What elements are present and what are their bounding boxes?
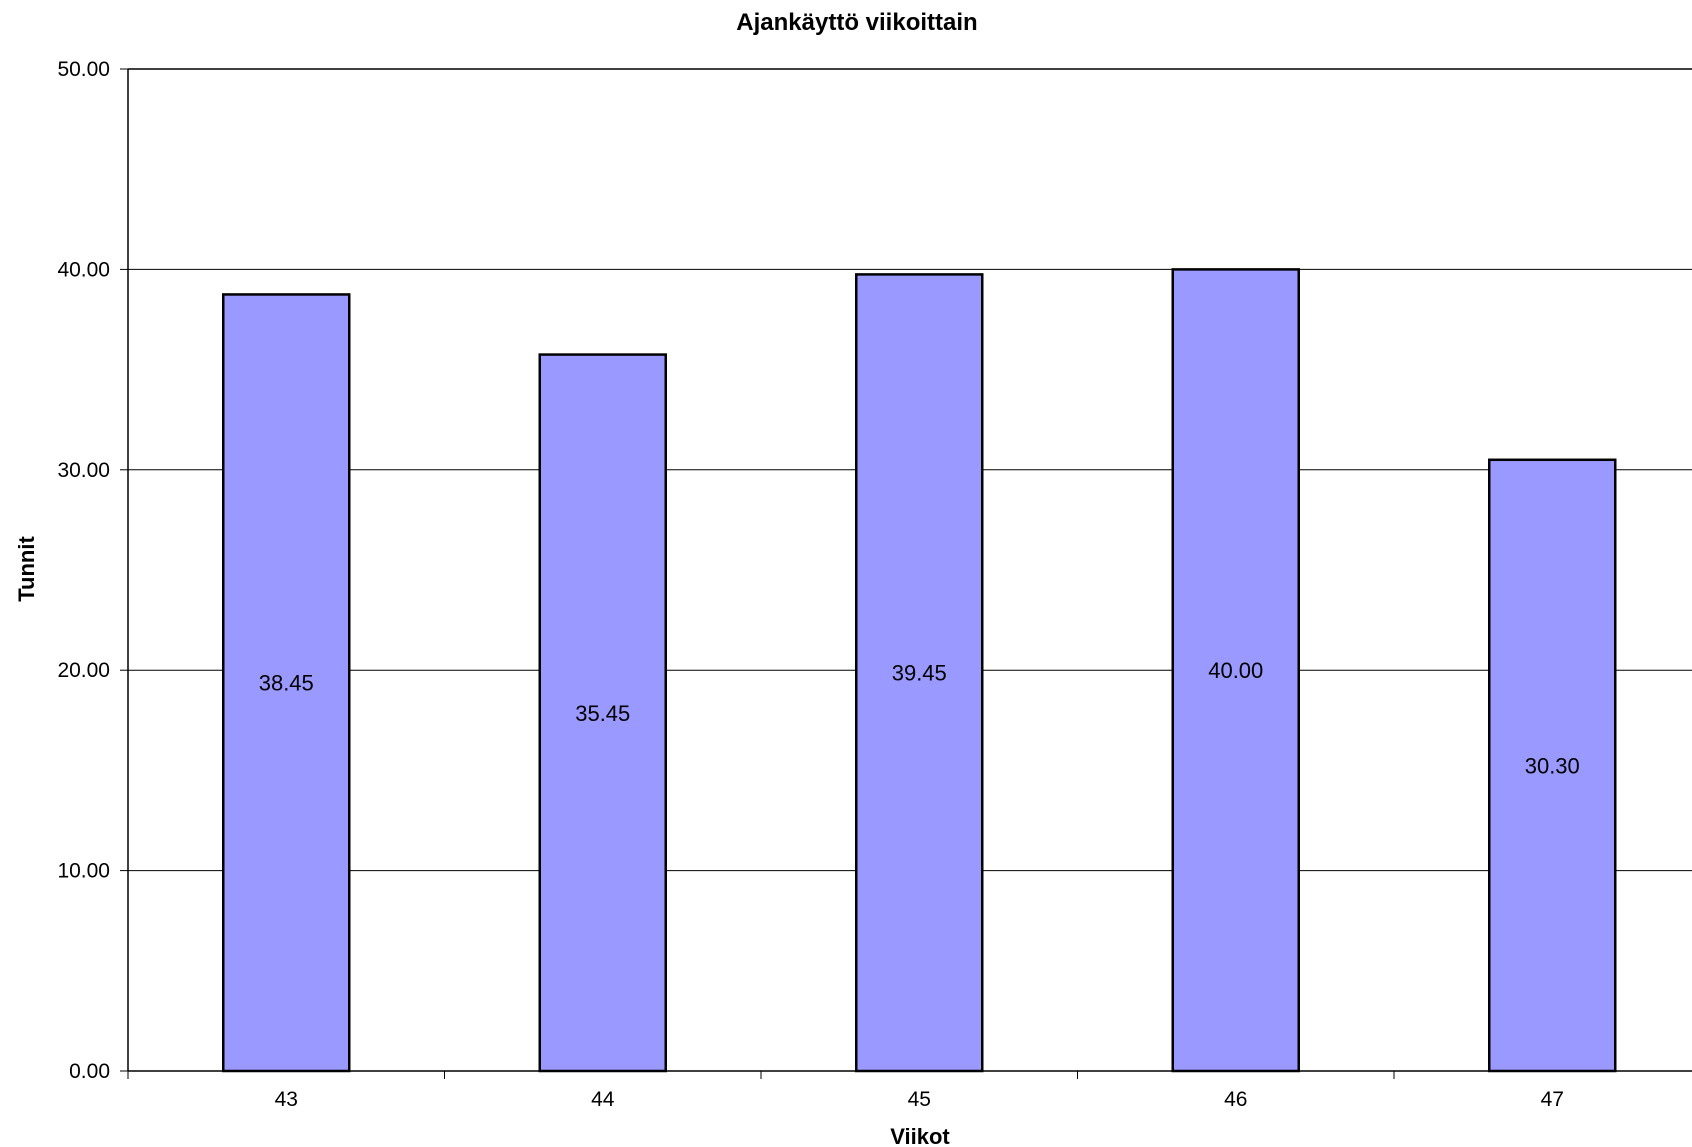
- data-label-1: 35.45: [575, 701, 630, 726]
- x-axis-title: Viikot: [890, 1124, 950, 1147]
- x-tick-label-2: 45: [908, 1088, 931, 1111]
- y-axis-title: Tunnit: [14, 536, 39, 602]
- y-tick-label-5: 50.00: [57, 58, 110, 81]
- x-tick-label-1: 44: [591, 1088, 615, 1111]
- data-label-2: 39.45: [892, 661, 947, 686]
- y-tick-label-0: 0.00: [69, 1060, 110, 1083]
- x-tick-label-3: 46: [1224, 1088, 1247, 1111]
- data-label-0: 38.45: [259, 671, 314, 696]
- y-tick-label-1: 10.00: [57, 860, 110, 883]
- y-tick-label-3: 30.00: [57, 459, 110, 482]
- x-tick-label-4: 47: [1541, 1088, 1564, 1111]
- data-label-4: 30.30: [1525, 753, 1580, 778]
- x-tick-label-0: 43: [275, 1088, 298, 1111]
- data-label-3: 40.00: [1208, 658, 1263, 683]
- y-tick-label-4: 40.00: [57, 258, 110, 281]
- y-tick-label-2: 20.00: [57, 659, 110, 682]
- chart-title: Ajankäyttö viikoittain: [736, 9, 977, 36]
